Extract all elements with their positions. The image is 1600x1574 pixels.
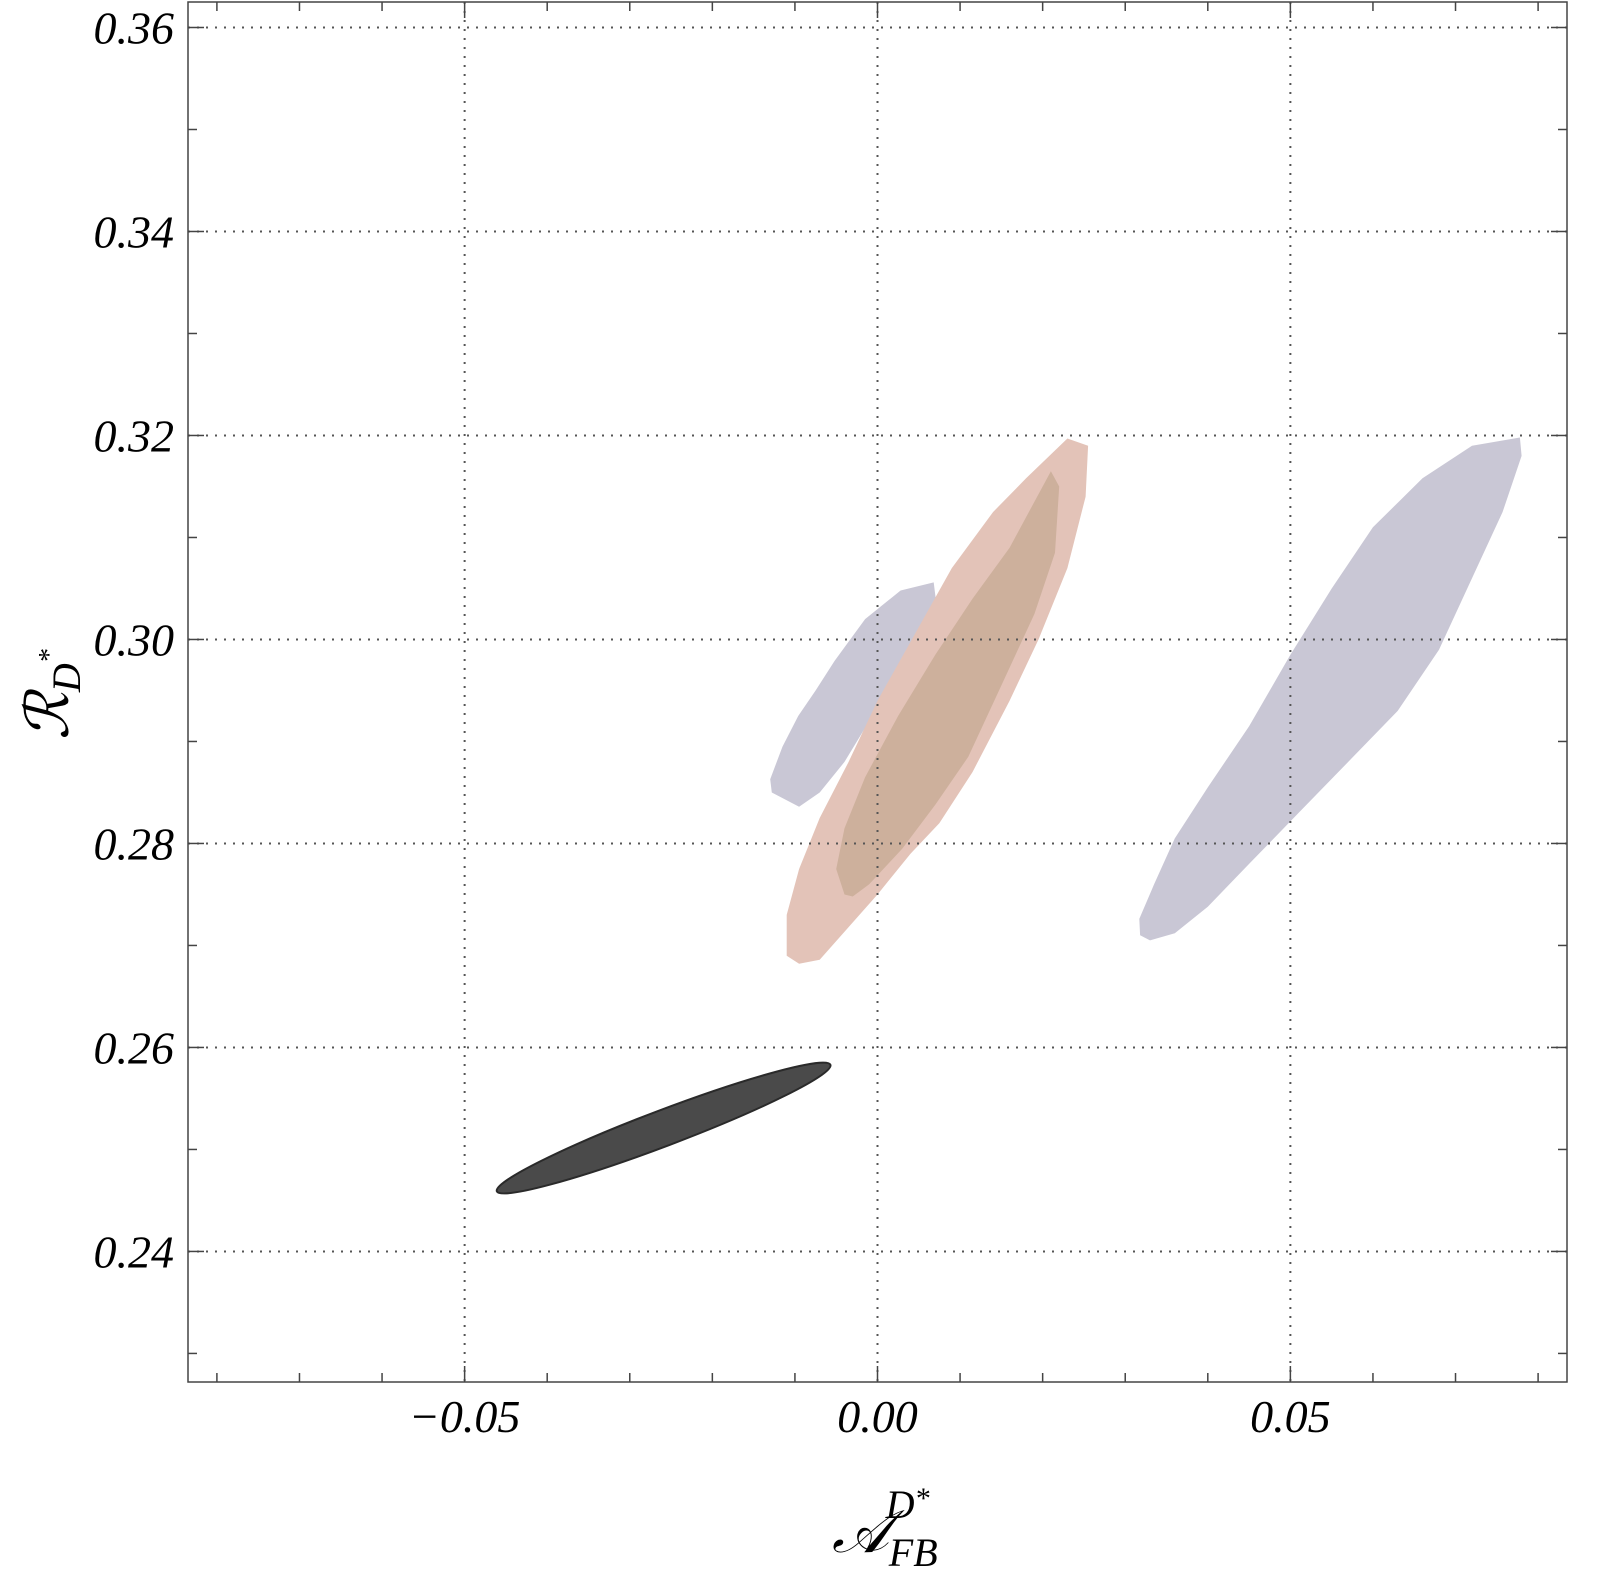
dark-ellipse — [495, 1061, 832, 1195]
y-axis-title-sub-star: * — [34, 649, 65, 663]
y-axis-title-base: ℛ — [15, 688, 81, 740]
y-axis-title: ℛD* — [15, 649, 89, 740]
tick-labels-layer: −0.05 0.00 0.05 0.24 0.26 0.28 0.30 0.32 0.34 0.3… — [94, 2, 1331, 1442]
y-tick-label-5: 0.34 — [94, 206, 175, 257]
gray-region-left — [770, 582, 937, 807]
x-axis-title-sub: FB — [888, 1530, 938, 1574]
y-tick-label-2: 0.28 — [94, 818, 175, 869]
y-axis-title-sub: D — [44, 663, 89, 693]
x-tick-label-0: −0.05 — [409, 1391, 521, 1442]
x-axis-title: 𝒜FBD* — [832, 1482, 938, 1574]
y-tick-label-1: 0.26 — [94, 1022, 175, 1073]
y-tick-label-0: 0.24 — [94, 1226, 175, 1277]
pink-region-inner — [836, 471, 1060, 897]
x-axis-title-sup: D — [885, 1482, 915, 1527]
gray-region-right — [1139, 437, 1522, 941]
y-tick-label-4: 0.32 — [94, 410, 175, 461]
x-tick-label-2: 0.05 — [1250, 1391, 1331, 1442]
x-axis-title-sup-star: * — [915, 1482, 930, 1515]
y-tick-label-6: 0.36 — [94, 2, 175, 53]
regions-layer — [495, 437, 1522, 1195]
ticks-layer — [188, 2, 1567, 1382]
x-tick-label-1: 0.00 — [837, 1391, 918, 1442]
y-tick-label-3: 0.30 — [94, 614, 175, 665]
